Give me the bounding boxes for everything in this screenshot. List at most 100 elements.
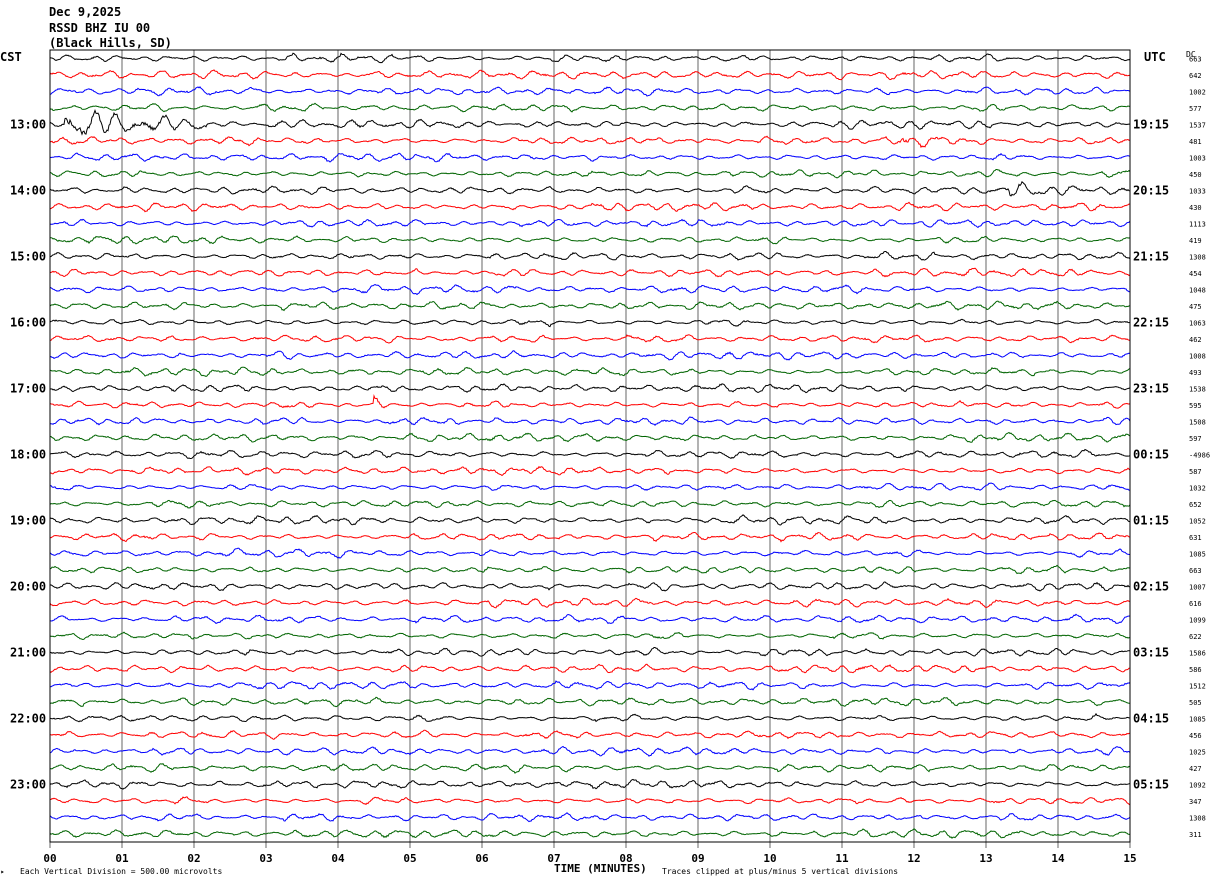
dc-offset-label: 1537 — [1189, 121, 1206, 129]
x-tick-label: 14 — [1051, 852, 1065, 865]
dc-offset-label: 1032 — [1189, 484, 1206, 492]
seismic-trace — [49, 465, 1131, 477]
dc-offset-label: 493 — [1189, 369, 1202, 377]
seismic-trace — [49, 300, 1130, 312]
clip-note: Traces clipped at plus/minus 5 vertical … — [662, 867, 899, 876]
seismic-trace — [49, 180, 1131, 197]
seismic-trace — [49, 169, 1131, 179]
dc-offset-label: 1538 — [1189, 385, 1206, 393]
cst-hour-label: 13:00 — [10, 117, 46, 131]
dc-offset-label: 586 — [1189, 666, 1202, 674]
dc-offset-label: 1008 — [1189, 352, 1206, 360]
utc-hour-label: 02:15 — [1133, 579, 1169, 593]
dc-offset-label: 1099 — [1189, 616, 1206, 624]
left-timezone-label: CST — [0, 50, 22, 64]
dc-offset-label: 1113 — [1189, 220, 1206, 228]
dc-offset-label: 642 — [1189, 72, 1202, 80]
x-tick-label: 06 — [475, 852, 489, 865]
seismic-trace — [49, 102, 1131, 113]
seismic-trace — [49, 696, 1131, 708]
seismic-trace — [49, 581, 1130, 592]
dc-offset-label: 1508 — [1189, 418, 1206, 426]
dc-offset-label: 450 — [1189, 171, 1202, 179]
seismic-trace — [49, 531, 1131, 543]
seismic-trace — [49, 393, 1131, 409]
dc-offset-label: -4986 — [1189, 451, 1210, 459]
plot-frame — [49, 49, 1131, 843]
dc-offset-label: 430 — [1189, 204, 1202, 212]
x-tick-label: 01 — [115, 852, 129, 865]
dc-offset-label: 462 — [1189, 336, 1202, 344]
x-tick-label: 08 — [619, 852, 632, 865]
x-tick-label: 00 — [43, 852, 56, 865]
utc-hour-label: 05:15 — [1133, 777, 1169, 791]
dc-offset-label: 505 — [1189, 699, 1202, 707]
seismic-trace — [49, 631, 1131, 641]
seismic-trace — [50, 680, 1131, 691]
dc-offset-label: 597 — [1189, 435, 1202, 443]
x-tick-label: 09 — [691, 852, 704, 865]
seismic-trace — [49, 431, 1131, 443]
seismic-trace — [49, 251, 1131, 261]
cst-hour-label: 20:00 — [10, 579, 46, 593]
dc-offset-label: 1002 — [1189, 88, 1206, 96]
x-tick-label: 11 — [835, 852, 849, 865]
x-tick-label: 13 — [979, 852, 992, 865]
dc-offset-label: 456 — [1189, 732, 1202, 740]
seismic-trace — [49, 499, 1131, 509]
seismic-trace — [49, 284, 1131, 296]
dc-offset-label: 1085 — [1189, 715, 1206, 723]
seismic-trace — [49, 334, 1131, 344]
cst-hour-label: 21:00 — [10, 645, 46, 659]
plot-date: Dec 9,2025 — [49, 5, 122, 19]
cst-hour-label: 22:00 — [10, 711, 46, 725]
seismic-trace — [49, 52, 1131, 64]
dc-offset-label: 587 — [1189, 468, 1202, 476]
x-tick-label: 10 — [763, 852, 776, 865]
dc-offset-label: 1033 — [1189, 187, 1206, 195]
dc-offset-label: 1048 — [1189, 286, 1206, 294]
seismic-trace — [49, 514, 1131, 526]
seismic-trace — [49, 350, 1131, 361]
seismic-trace — [49, 729, 1131, 740]
dc-offset-label: 622 — [1189, 633, 1202, 641]
seismic-trace — [49, 235, 1131, 245]
grid-layer — [49, 50, 1131, 848]
dc-offset-label: 663 — [1189, 567, 1202, 575]
dc-offset-label: 1586 — [1189, 649, 1206, 657]
utc-hour-label: 04:15 — [1133, 711, 1169, 725]
seismic-trace — [49, 613, 1131, 625]
station-code: RSSD BHZ IU 00 — [49, 21, 151, 35]
seismic-trace — [49, 547, 1131, 559]
x-tick-label: 07 — [547, 852, 560, 865]
seismic-trace — [49, 109, 1131, 136]
seismic-trace — [49, 597, 1131, 609]
utc-hour-label: 22:15 — [1133, 315, 1169, 329]
seismic-trace — [49, 564, 1131, 575]
utc-hour-label: 00:15 — [1133, 447, 1169, 461]
utc-hour-label: 21:15 — [1133, 249, 1169, 263]
x-tick-label: 02 — [187, 852, 200, 865]
seismic-trace — [49, 201, 1131, 213]
x-tick-label: 03 — [259, 852, 272, 865]
x-axis-title: TIME (MINUTES) — [554, 862, 647, 875]
dc-offset-label: 347 — [1189, 798, 1202, 806]
dc-offset-label: 1308 — [1189, 253, 1206, 261]
trace-layer — [49, 52, 1131, 839]
seismic-trace — [49, 647, 1130, 657]
cst-hour-label: 14:00 — [10, 183, 46, 197]
utc-hour-label: 23:15 — [1133, 381, 1169, 395]
cst-hour-label: 16:00 — [10, 315, 46, 329]
cst-hour-label: 23:00 — [10, 777, 46, 791]
seismic-trace — [49, 448, 1131, 460]
seismic-trace — [49, 267, 1131, 278]
dc-offset-label: 663 — [1189, 55, 1202, 63]
seismic-trace — [49, 218, 1131, 229]
dc-offset-label: 1052 — [1189, 517, 1206, 525]
seismic-trace — [49, 86, 1131, 97]
label-layer: 00 01 02 03 04 05 06 07 08 09 10 11 12 13 14 15 13:00 19:… — [10, 55, 1210, 865]
cst-hour-label: 18:00 — [10, 447, 46, 461]
seismic-trace — [49, 135, 1131, 149]
dc-column-label: DC — [1186, 50, 1196, 59]
cst-hour-label: 17:00 — [10, 381, 46, 395]
